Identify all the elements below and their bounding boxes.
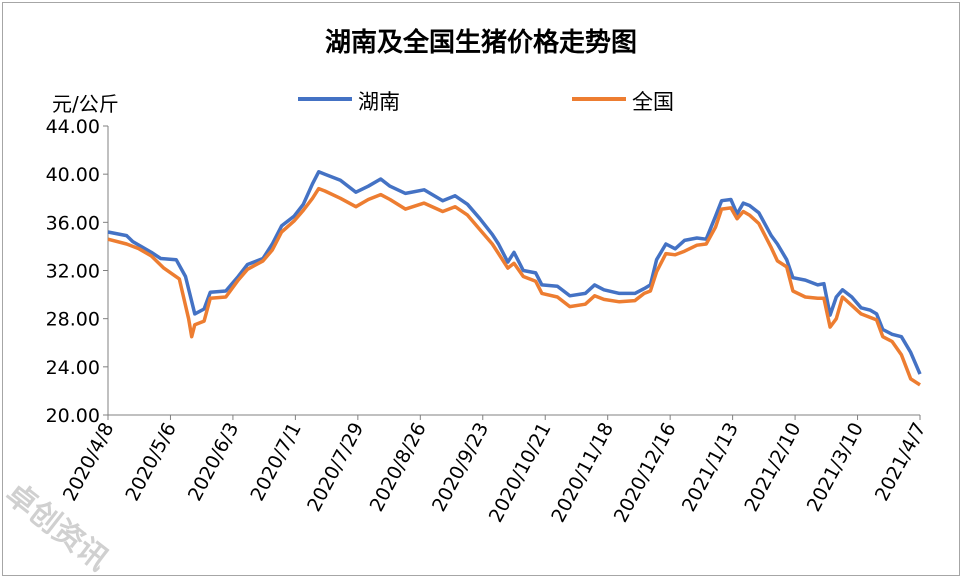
x-tick-label: 2020/12/16	[610, 419, 681, 526]
x-tick-label: 2020/4/8	[59, 419, 118, 505]
x-tick-label: 2020/7/1	[246, 419, 305, 505]
y-axis-unit-label: 元/公斤	[52, 92, 119, 116]
x-tick-label: 2021/4/7	[871, 419, 930, 505]
x-tick-label: 2020/6/3	[184, 419, 243, 505]
y-tick-label: 28.00	[46, 309, 100, 331]
legend-label-hunan: 湖南	[358, 90, 400, 114]
series-line-national	[107, 186, 921, 387]
x-tick-label: 2020/8/26	[366, 419, 431, 515]
x-tick-label: 2021/2/10	[740, 419, 805, 515]
x-tick-label: 2020/11/18	[547, 419, 618, 526]
y-tick-label: 24.00	[46, 357, 100, 379]
chart-title: 湖南及全国生猪价格走势图	[324, 28, 637, 58]
x-tick-label: 2020/9/23	[428, 419, 493, 515]
y-tick-label: 36.00	[46, 212, 100, 234]
x-tick-label: 2020/5/6	[121, 419, 180, 505]
series-line-hunan	[107, 170, 922, 375]
x-tick-label: 2021/1/13	[678, 419, 743, 515]
x-tick-label: 2020/10/21	[485, 419, 556, 526]
y-tick-label: 40.00	[46, 164, 100, 186]
y-tick-label: 32.00	[46, 261, 100, 283]
y-tick-label: 44.00	[46, 116, 100, 138]
legend-label-national: 全国	[632, 90, 674, 114]
legend-swatch-hunan	[298, 97, 352, 101]
legend-swatch-national	[572, 97, 626, 101]
y-tick-label: 20.00	[46, 405, 100, 427]
x-tick-label: 2021/3/10	[803, 419, 868, 515]
x-tick-label: 2020/7/29	[303, 419, 368, 515]
